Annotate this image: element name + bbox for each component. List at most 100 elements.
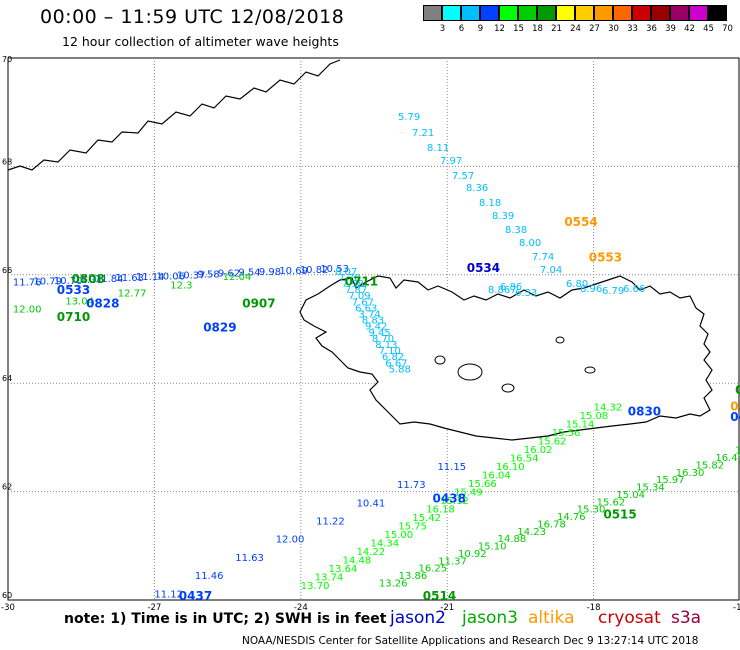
colorbar-cell [537,5,556,21]
lat-tick-label: 64 [2,374,12,383]
swh-value-label: 15.56 [552,428,581,439]
swh-value-label: 15.62 [538,436,567,447]
lon-tick-label: -24 [294,603,308,613]
lake-outline [457,363,483,381]
colorbar-cell [575,5,594,21]
colorbar-cell [461,5,480,21]
lon-tick-label: -30 [1,603,15,613]
swh-value-label: 13.74 [315,573,344,584]
swh-value-label: 8.18 [479,198,501,209]
swh-value-label: 8.36 [466,183,488,194]
swh-value-label: 13.64 [329,564,358,575]
lon-tick-label: -15 [733,603,740,613]
swh-value-label: 11.46 [195,571,224,582]
colorbar-label: 9 [477,24,484,34]
colorbar-label: 30 [608,24,619,34]
swh-value-label: 12.00 [276,535,305,546]
colorbar-cell [708,5,727,21]
colorbar-cell [480,5,499,21]
lake-outline [584,366,596,374]
colorbar-cell [613,5,632,21]
swh-value-label: 7.57 [452,171,474,182]
swh-value-label: 13.70 [301,581,330,592]
swh-value-label: 9.42 [365,322,387,333]
swh-value-label: 10.82 [300,265,329,276]
swh-value-label: 8.11 [427,143,449,154]
colorbar-cell [518,5,537,21]
swh-value-label: 9.62 [218,269,240,280]
swh-value-label: 13.04 [65,297,94,308]
swh-value-label: 16.78 [537,519,566,530]
swh-value-label: 9.58 [197,270,219,281]
swh-value-label: 7.74 [532,252,554,263]
pass-time-label: 0907 [242,296,275,310]
swh-value-label: 3.74 [358,309,380,320]
swh-value-label: 9.54 [238,268,260,279]
colorbar-label: 21 [551,24,562,34]
swh-value-label: 11.73 [397,480,426,491]
swh-value-label: 11.84 [95,274,124,285]
swh-value-label: 12.77 [118,288,147,299]
pass-time-label: 09 [735,383,740,397]
swh-value-label: 14.22 [357,547,386,558]
swh-value-label: 11.37 [438,556,467,567]
swh-value-label: 15.62 [735,446,740,457]
swh-value-label: 16.45 [715,453,740,464]
pass-time-label: 0514 [423,589,456,603]
swh-value-label: 12.3 [170,280,192,291]
swh-value-label: 16.30 [676,468,705,479]
swh-value-label: 10.53 [320,264,349,275]
swh-value-label: 14.32 [594,402,623,413]
swh-value-label: 15.12 [440,496,469,507]
swh-value-label: 14.88 [498,534,527,545]
colorbar-label: 3 [439,24,446,34]
map-frame [7,57,740,601]
swh-value-label: 15.97 [656,475,685,486]
colorbar-label: 27 [589,24,600,34]
pass-time-label: 0553 [589,250,622,264]
swh-value-label: 9.98 [259,267,281,278]
swh-value-label: 8.13 [375,340,397,351]
lon-tick-label: -18 [587,603,601,613]
swh-value-label: 15.08 [580,411,609,422]
page-subtitle: 12 hour collection of altimeter wave hei… [62,34,339,49]
swh-value-label: 10.69 [279,266,308,277]
legend-jason2: jason2 [390,608,446,628]
swh-value-label: 16.04 [482,470,511,481]
swh-value-label: 7.87 [345,285,367,296]
pass-time-label: 0533 [57,283,90,297]
colorbar-cell [499,5,518,21]
swh-value-label: 16.25 [418,564,447,575]
lon-tick-label: -27 [147,603,161,613]
colorbar-label: 36 [646,24,657,34]
swh-value-label: 7.67 [352,297,374,308]
swh-value-label: 10.06 [156,271,185,282]
swh-value-label: 10.37 [177,270,206,281]
swh-value-label: 6.67 [385,358,407,369]
colorbar-label: 6 [458,24,465,34]
swh-value-label: 16.10 [496,462,525,473]
swh-value-label: 5.88 [389,364,411,375]
colorbar-label: 45 [703,24,714,34]
swh-value-label: 8.00 [519,238,541,249]
swh-value-label: 6.33 [515,288,537,299]
pass-time-label: 0808 [71,272,104,286]
swh-value-label: 8.83 [362,316,384,327]
swh-value-label: 7.09 [348,291,370,302]
colorbar-label: 33 [627,24,638,34]
pass-time-label: 043 [730,410,740,424]
pass-time-label: 0554 [564,215,597,229]
colorbar-cell [442,5,461,21]
swh-value-label: 16.18 [426,505,455,516]
colorbar-cell [632,5,651,21]
swh-value-label: 14.23 [517,527,546,538]
swh-value-label: 11.22 [316,517,345,528]
iceland-coastline [299,275,713,441]
swh-value-label: 8.07 [335,267,357,278]
swh-value-label: 15.82 [696,460,725,471]
swh-value-label: 12.00 [13,305,42,316]
colorbar-label: 39 [665,24,676,34]
swh-value-label: 15.00 [384,530,413,541]
